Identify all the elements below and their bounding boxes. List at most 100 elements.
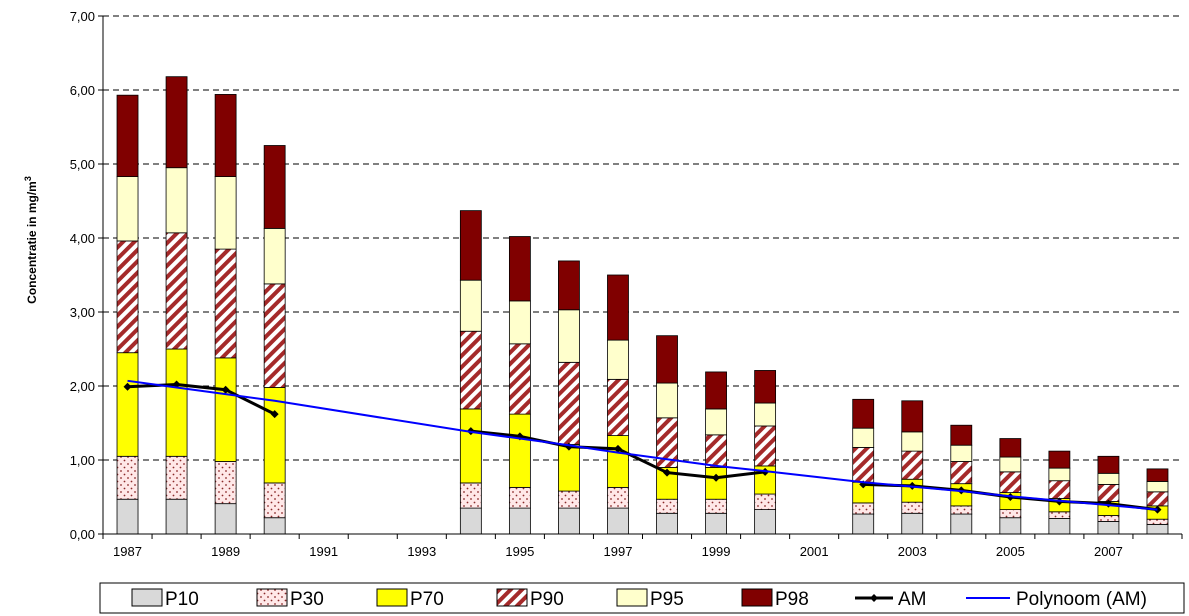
point-am-1999: [712, 473, 721, 482]
x-tick-label: 2005: [996, 544, 1025, 559]
bar-p10-1999: [705, 512, 727, 535]
point-am-1997: [613, 444, 622, 453]
bar-p10-2004: [950, 513, 973, 535]
bar-p90-1999: [705, 434, 727, 468]
bar-p70-1996: [558, 444, 580, 492]
legend-swatch-p30: [256, 588, 288, 607]
bar-p70-1989: [214, 357, 237, 462]
bar-p95-2005: [999, 456, 1022, 473]
axes: 0,00 1,00 2,00 3,00 4,00 5,00 6,00 7,00 1987 1989…: [23, 9, 1183, 559]
bar-p90-1987: [116, 240, 139, 354]
bar-p90-2002: [852, 447, 875, 483]
bar-p30-2003: [901, 501, 924, 514]
bar-p90-1995: [508, 343, 531, 415]
bar-p95-1987: [116, 176, 139, 242]
bar-p70-1988: [165, 348, 188, 457]
y-axis-label-text: Concentratie in mg/m: [25, 181, 39, 304]
bar-p95-1988: [165, 167, 188, 234]
bar-p90-2003: [901, 450, 924, 480]
bar-p30-1996: [558, 490, 580, 509]
bar-p98-2002: [852, 398, 875, 429]
bar-p10-2002: [852, 513, 875, 535]
legend-label-p70: P70: [410, 589, 444, 610]
bars: [116, 76, 1169, 535]
bar-p10-1989: [214, 503, 237, 535]
bar-p90-1989: [214, 248, 237, 359]
legend-swatch-p95: [616, 588, 648, 607]
bar-p95-2004: [950, 444, 973, 462]
bar-p10-2000: [754, 509, 777, 535]
bar-p30-2000: [754, 493, 777, 510]
bar-p98-2006: [1048, 450, 1071, 469]
x-tick-label: 1993: [407, 544, 436, 559]
legend-marker-am: [870, 594, 878, 602]
point-am-2008: [1153, 505, 1162, 514]
y-axis-label-superscript: 3: [23, 176, 33, 181]
bar-p70-1994: [459, 408, 482, 484]
legend-swatch-p98: [741, 588, 773, 607]
line-am: [127, 383, 276, 416]
bar-p95-1996: [558, 309, 580, 363]
bar-p95-1997: [607, 339, 629, 380]
bar-p95-1998: [656, 382, 678, 419]
bar-p95-2000: [754, 402, 777, 427]
bar-p70-1995: [508, 413, 531, 488]
point-am-1998: [663, 468, 672, 477]
bar-p30-1989: [214, 461, 237, 505]
bar-p30-1999: [705, 498, 727, 514]
series-lines: [123, 379, 1162, 514]
bar-p10-1988: [165, 498, 188, 535]
y-tick-label: 7,00: [70, 9, 95, 24]
y-tick-label: 3,00: [70, 305, 95, 320]
bar-p70-1999: [705, 466, 727, 500]
bar-p98-2004: [950, 424, 973, 446]
bar-p90-1997: [607, 378, 629, 436]
bar-p30-2004: [950, 505, 973, 515]
y-axis-label: Concentratie in mg/m3: [23, 176, 39, 304]
bar-p90-2006: [1048, 480, 1071, 499]
bar-p90-2005: [999, 471, 1022, 493]
bar-p98-1994: [459, 210, 482, 281]
bar-p95-1990: [263, 227, 286, 285]
bar-p10-2003: [901, 512, 924, 535]
bar-p95-1999: [705, 408, 727, 436]
bar-p30-1997: [607, 486, 629, 509]
bar-p10-1998: [656, 512, 678, 535]
legend-swatch-p10: [131, 588, 163, 607]
y-tick-label: 1,00: [70, 453, 95, 468]
bar-p90-1988: [165, 232, 188, 350]
bar-p98-1990: [263, 145, 286, 229]
bar-p95-2003: [901, 431, 924, 452]
bar-p30-1998: [656, 498, 678, 514]
legend-label-p95: P95: [650, 589, 684, 610]
x-tick-label: 2001: [800, 544, 829, 559]
bar-p90-2007: [1097, 484, 1120, 502]
bar-p95-1989: [214, 176, 237, 250]
bar-p90-2004: [950, 461, 973, 485]
bar-p90-1990: [263, 283, 286, 388]
bar-p90-1996: [558, 361, 580, 445]
bar-p95-1994: [459, 279, 482, 332]
bar-p30-1988: [165, 455, 188, 500]
bar-p98-2007: [1097, 455, 1120, 474]
x-tick-label: 1991: [309, 544, 338, 559]
bar-p90-1994: [459, 330, 482, 410]
bar-p10-1994: [459, 507, 482, 535]
point-am-1987: [123, 382, 132, 391]
bar-p98-1988: [165, 76, 188, 169]
x-tick-label: 1987: [113, 544, 142, 559]
bar-p95-2006: [1048, 467, 1071, 482]
line-polynoom-am: [127, 379, 1158, 511]
bar-p10-1995: [508, 507, 531, 535]
bar-p98-2008: [1146, 468, 1169, 482]
bar-p98-1987: [116, 94, 139, 177]
x-tick-label: 1999: [702, 544, 731, 559]
legend-label-p98: P98: [775, 589, 809, 610]
bar-p30-1995: [508, 486, 531, 509]
legend-label-am: AM: [898, 589, 927, 610]
bar-p10-2005: [999, 517, 1022, 535]
bar-p10-2008: [1146, 523, 1169, 535]
bar-p10-2006: [1048, 518, 1071, 535]
legend-label-p30: P30: [290, 589, 324, 610]
